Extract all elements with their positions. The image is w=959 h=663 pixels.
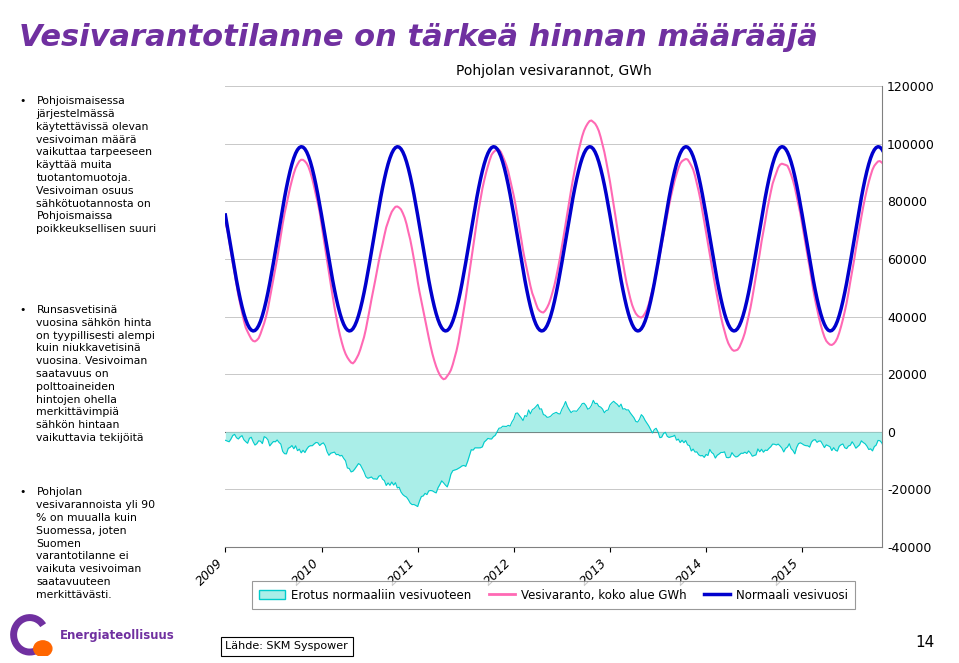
Text: Runsasvetisinä
vuosina sähkön hinta
on tyypillisesti alempi
kuin niukkavetisinä
: Runsasvetisinä vuosina sähkön hinta on t… — [36, 305, 155, 443]
Text: Vesivarantotilanne on tärkeä hinnan määrääjä: Vesivarantotilanne on tärkeä hinnan määr… — [19, 23, 818, 52]
Text: •: • — [19, 305, 26, 315]
Legend: Erotus normaaliin vesivuoteen, Vesivaranto, koko alue GWh, Normaali vesivuosi: Erotus normaaliin vesivuoteen, Vesivaran… — [252, 581, 855, 609]
Text: 14: 14 — [916, 634, 935, 650]
Circle shape — [34, 641, 52, 656]
Text: Pohjoismaisessa
järjestelmässä
käytettävissä olevan
vesivoiman määrä
vaikuttaa t: Pohjoismaisessa järjestelmässä käytettäv… — [36, 96, 156, 234]
Title: Pohjolan vesivarannot, GWh: Pohjolan vesivarannot, GWh — [456, 64, 652, 78]
Text: Lähde: SKM Syspower: Lähde: SKM Syspower — [225, 641, 348, 652]
Text: Energiateollisuus: Energiateollisuus — [59, 629, 175, 642]
Text: •: • — [19, 487, 26, 497]
Text: •: • — [19, 96, 26, 106]
Text: Pohjolan
vesivarannoista yli 90
% on muualla kuin
Suomessa, joten
Suomen
varanto: Pohjolan vesivarannoista yli 90 % on muu… — [36, 487, 155, 600]
